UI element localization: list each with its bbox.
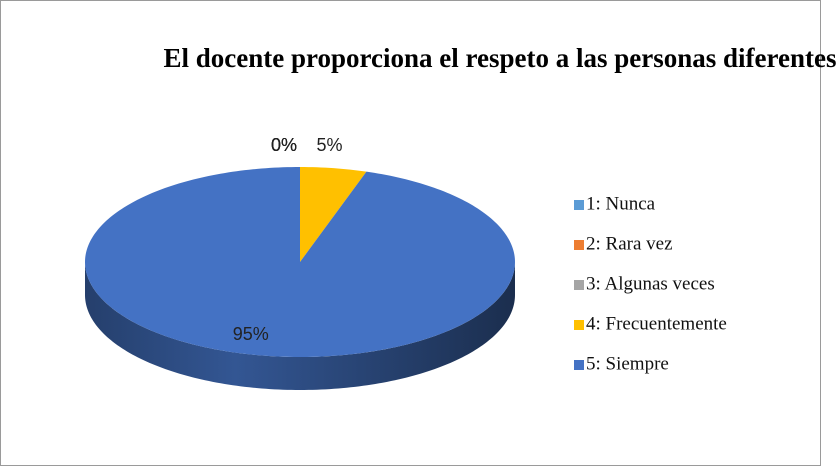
legend-swatch bbox=[574, 320, 584, 330]
pie-slice-side bbox=[85, 262, 515, 390]
data-label: 0% bbox=[271, 135, 297, 155]
pie-slice bbox=[300, 167, 367, 262]
legend-label: 2: Rara vez bbox=[586, 233, 673, 254]
legend-label: 3: Algunas veces bbox=[586, 273, 715, 294]
legend-label: 4: Frecuentemente bbox=[586, 313, 727, 334]
data-label: 0% bbox=[271, 135, 297, 155]
data-label: 0% bbox=[271, 135, 297, 155]
pie-slice bbox=[85, 167, 515, 357]
data-label: 5% bbox=[316, 135, 342, 155]
legend-swatch bbox=[574, 360, 584, 370]
legend-label: 1: Nunca bbox=[586, 193, 656, 214]
data-label: 95% bbox=[233, 324, 269, 344]
chart-title: El docente proporciona el respeto a las … bbox=[163, 43, 837, 73]
legend-swatch bbox=[574, 240, 584, 250]
legend-swatch bbox=[574, 200, 584, 210]
legend-swatch bbox=[574, 280, 584, 290]
legend-label: 5: Siempre bbox=[586, 353, 669, 374]
